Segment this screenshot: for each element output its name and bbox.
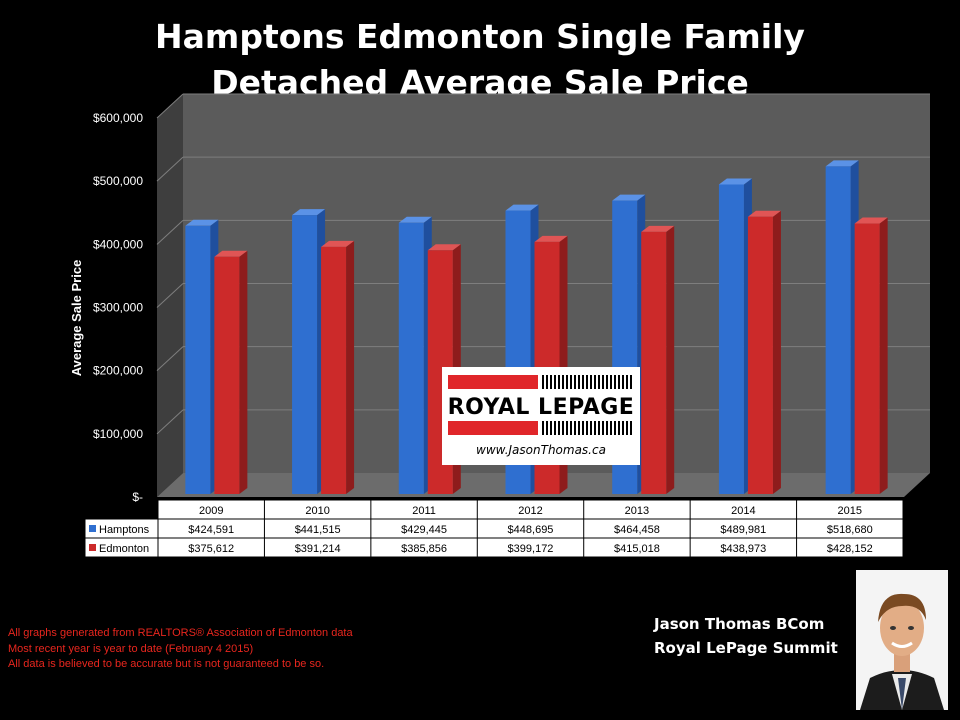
data-label-edmonton-2015: $428,152 (827, 543, 873, 555)
bar-top-edmonton-2013 (641, 225, 675, 232)
bar-hamptons-2015 (825, 166, 851, 494)
legend-swatch-edmonton (89, 544, 96, 551)
agent-photo (856, 570, 948, 710)
signature-name: Jason Thomas BCom (654, 615, 825, 633)
y-tick-label-6: $600,000 (93, 111, 143, 125)
bar-top-edmonton-2009 (214, 250, 248, 257)
footnote-1: All graphs generated from REALTORS® Asso… (8, 627, 353, 639)
bar-top-hamptons-2013 (612, 194, 646, 201)
logo-barcode-top (542, 375, 634, 389)
agent-photo-illustration (856, 570, 948, 710)
x-tick-label-2012: 2012 (518, 505, 542, 517)
bar-edmonton-2014 (747, 216, 773, 494)
y-tick-label-4: $400,000 (93, 237, 143, 251)
data-label-hamptons-2015: $518,680 (827, 524, 873, 536)
gridline-side-2 (156, 346, 184, 372)
footnotes: All graphs generated from REALTORS® Asso… (8, 626, 353, 673)
bar-side-edmonton-2014 (772, 210, 781, 494)
bar-top-hamptons-2011 (398, 216, 432, 223)
data-label-hamptons-2014: $489,981 (720, 524, 766, 536)
x-tick-label-2011: 2011 (412, 505, 436, 517)
bar-top-hamptons-2014 (718, 178, 752, 185)
bar-top-hamptons-2015 (825, 160, 859, 167)
y-tick-label-3: $300,000 (93, 301, 143, 315)
gridline-side-3 (156, 283, 184, 308)
bar-hamptons-2014 (718, 184, 744, 494)
bar-edmonton-2009 (214, 256, 240, 494)
logo-red-band-bottom (448, 421, 538, 435)
data-label-hamptons-2009: $424,591 (188, 524, 234, 536)
gridline-side-1 (156, 409, 184, 435)
bar-top-edmonton-2010 (321, 240, 355, 247)
signature: Jason Thomas BCom Royal LePage Summit (654, 612, 838, 660)
gridline-side-5 (156, 156, 184, 182)
logo-barcode-bottom (542, 421, 634, 435)
bar-side-edmonton-2009 (239, 250, 248, 494)
x-tick-label-2009: 2009 (199, 505, 223, 517)
data-label-hamptons-2013: $464,458 (614, 524, 660, 536)
bar-side-edmonton-2010 (346, 240, 355, 494)
legend-swatch-hamptons (89, 525, 96, 532)
table-header-row (158, 500, 903, 519)
bar-top-hamptons-2009 (185, 219, 219, 226)
y-tick-label-0: $- (132, 490, 143, 504)
chart-title: Hamptons Edmonton Single Family Detached… (0, 14, 960, 106)
bar-side-edmonton-2015 (879, 217, 888, 494)
bar-edmonton-2013 (641, 231, 667, 494)
bar-top-edmonton-2014 (747, 210, 781, 217)
signature-company: Royal LePage Summit (654, 639, 838, 657)
data-label-edmonton-2011: $385,856 (401, 543, 447, 555)
logo-red-band-top (448, 375, 538, 389)
footnote-3: All data is believed to be accurate but … (8, 658, 325, 670)
bar-top-edmonton-2012 (534, 235, 568, 242)
bar-side-edmonton-2013 (666, 225, 675, 494)
data-label-edmonton-2013: $415,018 (614, 543, 660, 555)
data-label-edmonton-2014: $438,973 (720, 543, 766, 555)
bar-hamptons-2010 (292, 215, 318, 495)
logo-brand: ROYAL LEPAGE (447, 395, 635, 420)
title-line-1: Hamptons Edmonton Single Family (155, 17, 805, 56)
footnote-2: Most recent year is year to date (Februa… (8, 642, 254, 655)
x-tick-label-2015: 2015 (838, 505, 862, 517)
y-tick-label-1: $100,000 (93, 427, 143, 441)
bar-top-edmonton-2015 (854, 217, 888, 224)
gridline-side-6 (156, 93, 184, 119)
data-label-edmonton-2009: $375,612 (188, 543, 234, 555)
bar-top-hamptons-2010 (292, 209, 326, 216)
bar-edmonton-2010 (321, 246, 347, 494)
royal-lepage-logo: ROYAL LEPAGE www.JasonThomas.ca (442, 367, 640, 465)
bar-hamptons-2009 (185, 225, 211, 494)
bar-top-hamptons-2012 (505, 204, 539, 211)
data-label-edmonton-2010: $391,214 (295, 543, 341, 555)
x-tick-label-2014: 2014 (731, 505, 755, 517)
data-label-hamptons-2011: $429,445 (401, 524, 447, 536)
data-label-edmonton-2012: $399,172 (508, 543, 554, 555)
x-tick-label-2013: 2013 (625, 505, 649, 517)
y-axis-label: Average Sale Price (69, 260, 84, 377)
data-label-hamptons-2012: $448,695 (508, 524, 554, 536)
legend-label-edmonton: Edmonton (99, 543, 149, 555)
bar-edmonton-2015 (854, 223, 880, 494)
y-tick-label-5: $500,000 (93, 174, 143, 188)
legend-label-hamptons: Hamptons (99, 524, 150, 536)
data-label-hamptons-2010: $441,515 (295, 524, 341, 536)
bar-hamptons-2011 (398, 222, 424, 495)
y-tick-label-2: $200,000 (93, 364, 143, 378)
gridline-side-4 (156, 219, 184, 245)
bar-top-edmonton-2011 (427, 244, 461, 251)
logo-url: www.JasonThomas.ca (476, 443, 606, 457)
x-tick-label-2010: 2010 (305, 505, 329, 517)
